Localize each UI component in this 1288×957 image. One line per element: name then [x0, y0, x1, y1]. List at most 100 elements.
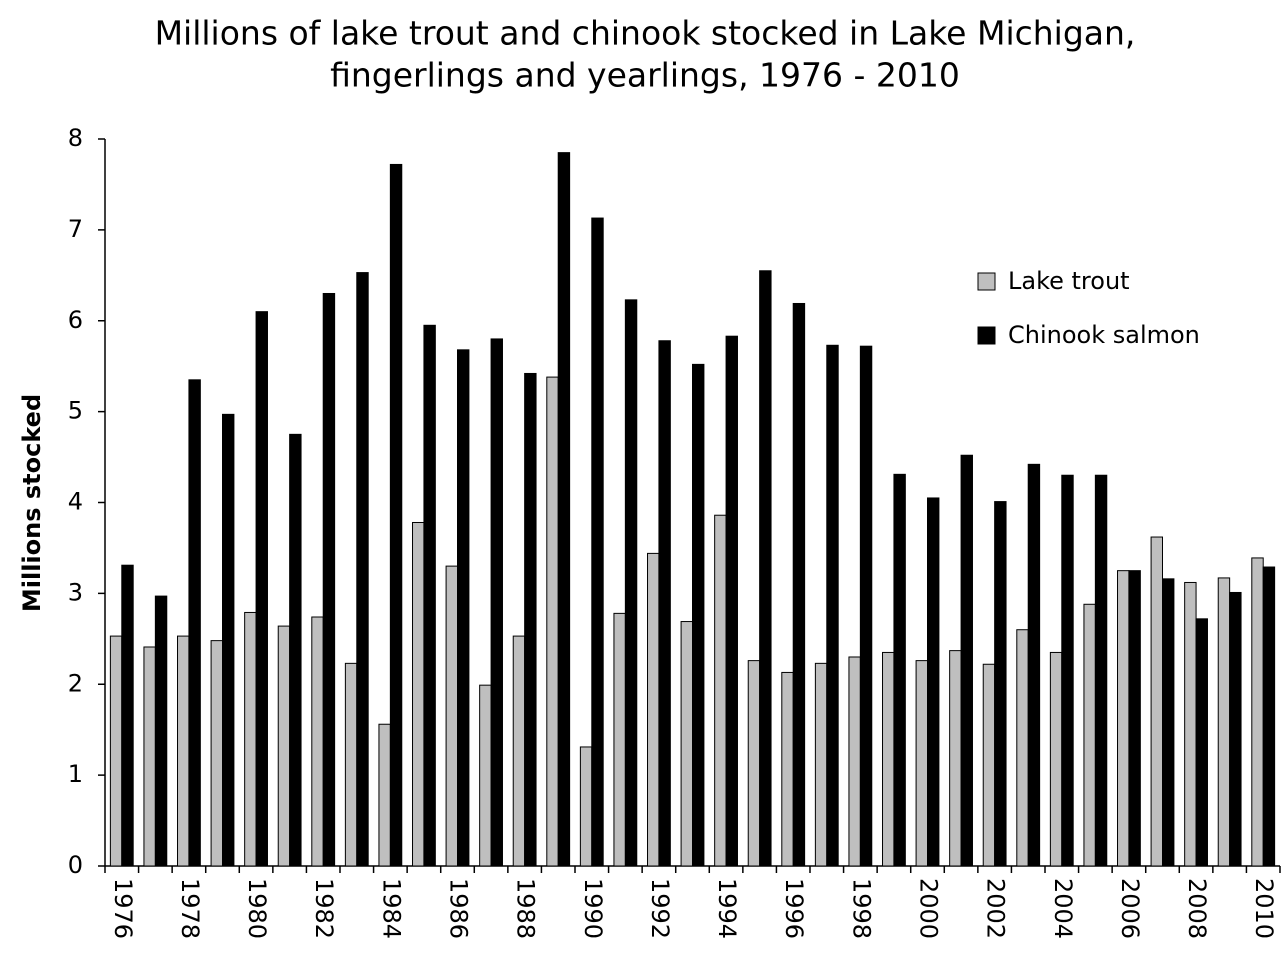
bar: [1150, 536, 1163, 867]
bar: [1027, 463, 1041, 867]
bar: [859, 345, 873, 867]
x-tick-label: 1982: [310, 878, 338, 939]
x-tick-label: 1984: [377, 878, 405, 939]
x-tick-label: 1976: [109, 878, 137, 939]
bar: [244, 611, 257, 867]
bar: [613, 612, 626, 867]
bar: [893, 473, 906, 867]
legend-label: Lake trout: [1008, 267, 1130, 295]
x-tick-label: 1990: [579, 878, 607, 939]
bar: [1094, 474, 1108, 867]
y-tick-label: 3: [68, 578, 83, 606]
bar: [457, 349, 470, 867]
x-tick-label: 2008: [1183, 878, 1211, 939]
bar: [994, 501, 1007, 867]
bar: [512, 635, 526, 867]
bar: [546, 376, 559, 867]
bar: [781, 671, 794, 867]
x-tick-label: 2002: [982, 878, 1010, 939]
legend-label: Chinook salmon: [1008, 321, 1200, 349]
bar: [759, 270, 772, 867]
y-tick-label: 2: [68, 669, 83, 697]
x-tick-label: 1992: [646, 878, 674, 939]
bar: [591, 217, 604, 867]
x-tick-label: 2004: [1049, 878, 1077, 939]
y-tick-label: 1: [68, 760, 83, 788]
x-tick-label: 1998: [847, 878, 875, 939]
bar: [848, 656, 861, 867]
bar: [1195, 618, 1208, 867]
x-tick-label: 2006: [1116, 878, 1144, 939]
chart-title: Millions of lake trout and chinook stock…: [155, 14, 1136, 53]
bar: [121, 564, 134, 867]
bar: [557, 152, 571, 867]
bar: [311, 616, 324, 867]
chart-title: fingerlings and yearlings, 1976 - 2010: [330, 56, 960, 95]
y-axis-label: Millions stocked: [18, 394, 46, 612]
x-tick-label: 1994: [713, 878, 741, 939]
bar: [680, 621, 693, 867]
bar: [356, 272, 369, 867]
bar: [1262, 566, 1276, 867]
bar: [692, 363, 705, 867]
bar: [344, 662, 358, 867]
bar: [143, 646, 156, 867]
bar: [479, 684, 492, 867]
x-tick-label: 1988: [512, 878, 540, 939]
bar: [814, 662, 828, 867]
bar: [255, 311, 268, 867]
bar: [109, 635, 123, 867]
bar: [423, 324, 436, 867]
bar: [1083, 603, 1096, 867]
bar: [960, 454, 973, 867]
bar: [927, 497, 940, 867]
bar: [490, 338, 503, 867]
y-tick-label: 4: [68, 488, 83, 516]
bar: [982, 663, 996, 867]
bar: [1229, 591, 1242, 867]
bar: [725, 335, 738, 867]
y-tick-label: 7: [68, 215, 83, 243]
bar: [882, 651, 895, 867]
bar: [714, 514, 727, 867]
bar: [1128, 570, 1141, 867]
bar: [658, 340, 671, 867]
bar: [1217, 577, 1231, 867]
bar: [1061, 474, 1074, 867]
bar: [322, 292, 336, 867]
legend-swatch: [977, 272, 996, 291]
bar: [210, 640, 223, 867]
x-tick-label: 1980: [243, 878, 271, 939]
bar: [445, 565, 459, 867]
bar: [222, 413, 235, 867]
x-tick-label: 1986: [445, 878, 473, 939]
bar: [412, 521, 425, 867]
x-tick-label: 1996: [780, 878, 808, 939]
legend-swatch: [977, 326, 996, 345]
bar: [747, 660, 761, 867]
bar: [1016, 629, 1029, 867]
bar: [792, 302, 806, 867]
bar: [579, 746, 593, 867]
y-tick-label: 6: [68, 306, 83, 334]
bar: [277, 625, 291, 867]
bar: [949, 650, 962, 867]
bar: [647, 552, 660, 867]
y-tick-label: 8: [68, 124, 83, 152]
bar: [915, 660, 928, 867]
bar: [177, 635, 190, 867]
bar: [154, 595, 168, 867]
bar: [289, 433, 302, 867]
y-tick-label: 0: [68, 851, 83, 879]
bar: [1162, 578, 1175, 867]
bar: [1251, 557, 1264, 867]
x-tick-label: 1978: [176, 878, 204, 939]
bar: [826, 344, 839, 867]
x-tick-label: 2000: [915, 878, 943, 939]
bar: [389, 163, 403, 867]
bar: [378, 723, 391, 867]
bar: [624, 299, 638, 867]
bar: [524, 372, 537, 867]
bar: [1184, 581, 1197, 867]
